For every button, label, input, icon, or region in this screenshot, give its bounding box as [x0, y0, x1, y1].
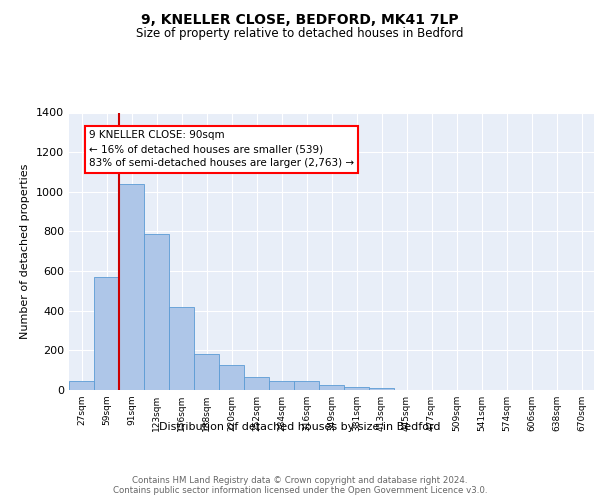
Bar — [244, 377, 269, 390]
Text: 9, KNELLER CLOSE, BEDFORD, MK41 7LP: 9, KNELLER CLOSE, BEDFORD, MK41 7LP — [141, 12, 459, 26]
Bar — [119, 184, 144, 390]
Bar — [369, 388, 394, 390]
Text: Contains HM Land Registry data © Crown copyright and database right 2024.
Contai: Contains HM Land Registry data © Crown c… — [113, 476, 487, 495]
Bar — [194, 354, 219, 390]
Text: 9 KNELLER CLOSE: 90sqm
← 16% of detached houses are smaller (539)
83% of semi-de: 9 KNELLER CLOSE: 90sqm ← 16% of detached… — [89, 130, 354, 168]
Y-axis label: Number of detached properties: Number of detached properties — [20, 164, 31, 339]
Bar — [344, 387, 369, 390]
Bar — [269, 380, 294, 390]
Bar — [219, 365, 244, 390]
Text: Size of property relative to detached houses in Bedford: Size of property relative to detached ho… — [136, 28, 464, 40]
Bar — [69, 380, 94, 390]
Bar — [294, 380, 319, 390]
Bar — [169, 306, 194, 390]
Bar — [144, 234, 169, 390]
Bar — [319, 385, 344, 390]
Text: Distribution of detached houses by size in Bedford: Distribution of detached houses by size … — [159, 422, 441, 432]
Bar — [94, 277, 119, 390]
